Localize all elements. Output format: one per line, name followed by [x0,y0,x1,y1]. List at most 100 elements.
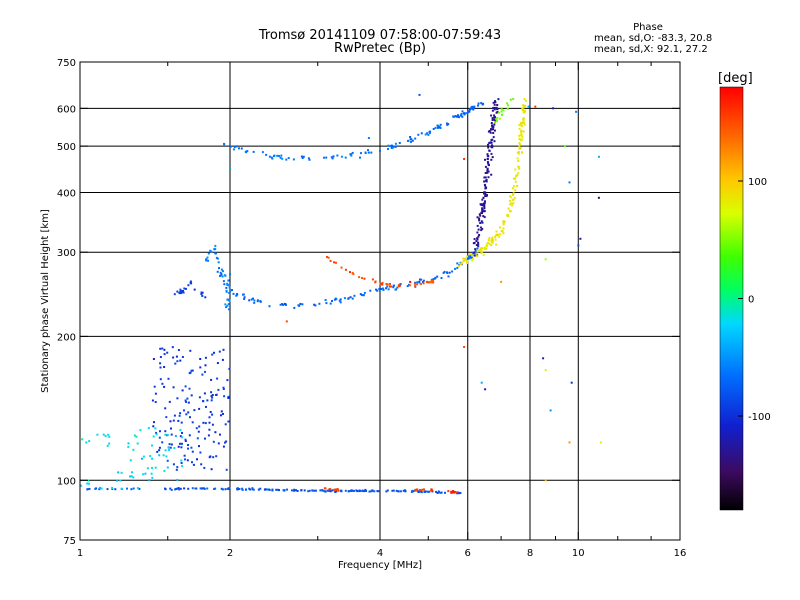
data-point [452,115,455,118]
data-point [368,490,371,493]
data-point [132,476,135,479]
data-point [455,115,458,118]
data-point [513,196,516,199]
data-point [336,154,339,157]
data-point [475,252,478,255]
data-point [176,360,179,363]
data-point [227,303,230,306]
data-point [353,294,356,297]
data-point [428,490,431,493]
data-point [324,490,327,493]
data-point [369,289,372,292]
data-point [224,488,227,491]
data-point [225,306,228,309]
data-point [252,150,255,153]
data-point [457,265,460,268]
data-point [491,138,494,141]
data-point [261,151,264,154]
data-point [222,280,225,283]
data-point [333,298,336,301]
data-point [515,175,517,178]
data-point [429,489,432,492]
data-point [164,433,167,436]
data-point [563,145,566,148]
data-point [523,105,526,108]
data-point [522,110,525,113]
data-point [253,301,256,304]
data-point [392,284,395,287]
data-point [431,490,434,493]
data-point [207,252,210,255]
data-point [161,441,164,444]
data-point [219,274,221,277]
data-point [226,304,229,307]
colorbar-tick-label: 0 [748,295,754,306]
x-tick-label: 4 [377,548,383,559]
data-point [203,487,206,490]
data-point [331,489,334,492]
data-point [404,490,407,493]
data-point [434,277,437,280]
data-point [307,490,310,493]
data-point [459,492,462,494]
data-point [402,489,405,492]
data-point [496,120,498,123]
data-point [520,139,523,142]
data-point [147,427,150,430]
data-point [484,184,487,187]
data-point [222,388,225,390]
data-point [469,255,472,258]
data-point [308,158,311,161]
data-point [226,298,229,301]
data-point [302,155,305,158]
data-point [477,102,480,105]
data-point [193,288,196,291]
data-point [500,108,503,111]
data-point [364,488,367,491]
data-point [473,238,476,241]
data-point [519,147,522,150]
data-point [376,289,379,292]
data-point [480,381,483,384]
data-point [268,488,271,491]
data-point [349,296,352,299]
data-point [493,129,496,132]
data-point [217,388,220,391]
data-point [198,445,200,448]
data-point [517,160,520,162]
data-point [155,431,158,434]
data-point [413,282,416,285]
data-point [460,113,463,115]
data-point [502,227,505,230]
data-point [376,490,379,493]
data-point [181,465,184,468]
data-point [367,151,370,154]
data-point [172,463,175,466]
data-point [500,280,503,283]
data-point [522,106,525,109]
data-point [522,104,525,107]
data-point [165,455,168,458]
data-point [179,359,182,362]
data-point [139,429,142,432]
data-point [151,457,154,460]
data-point [382,288,385,291]
data-point [506,102,508,105]
data-point [196,437,199,440]
data-point [204,296,207,299]
data-point [498,111,501,114]
data-point [492,128,495,131]
data-point [512,198,515,201]
data-point [478,213,481,216]
data-point [380,287,383,290]
data-point [419,278,421,281]
data-point [179,487,182,490]
data-point [498,235,501,238]
data-point [481,198,484,201]
data-point [387,148,389,150]
data-point [99,486,101,489]
data-point [490,141,493,144]
data-point [226,379,229,382]
data-point [391,489,394,492]
